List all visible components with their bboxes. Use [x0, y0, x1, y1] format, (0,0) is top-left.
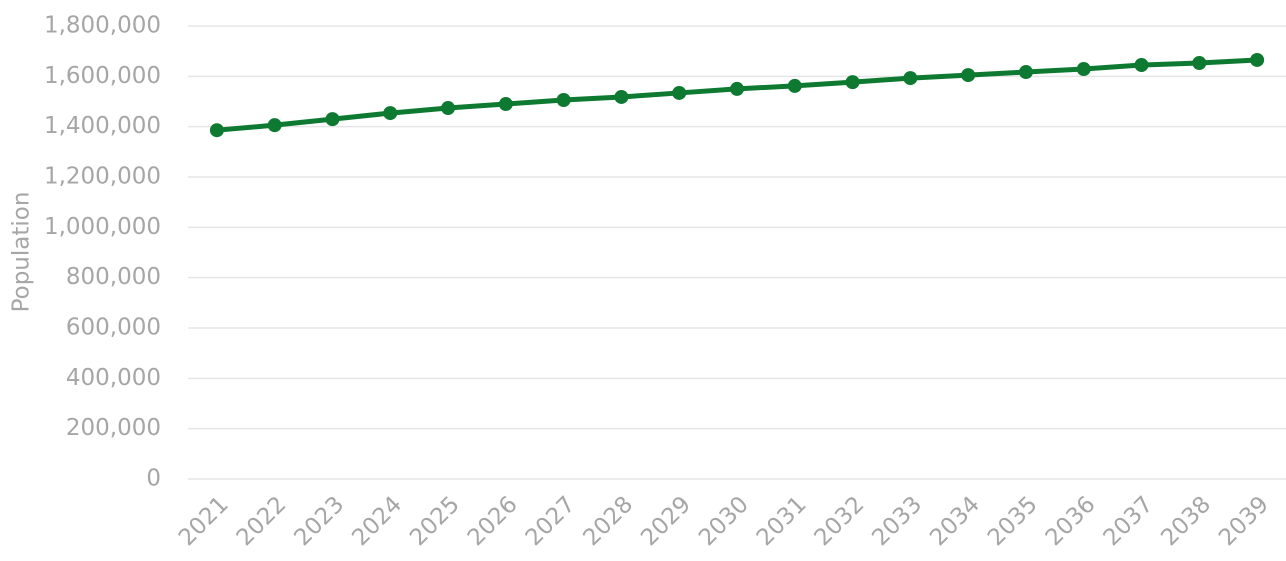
- y-tick-label: 1,400,000: [44, 113, 161, 139]
- x-tick-label: 2036: [1041, 491, 1101, 551]
- y-tick-label: 1,800,000: [44, 13, 161, 39]
- y-tick-label: 1,600,000: [44, 63, 161, 89]
- x-tick-label: 2023: [290, 491, 350, 551]
- y-axis-label: Population: [9, 192, 35, 313]
- point: [903, 71, 918, 86]
- point: [672, 85, 687, 100]
- point: [961, 68, 976, 83]
- x-tick-label: 2025: [405, 491, 465, 551]
- point: [498, 97, 513, 112]
- x-tick-label: 2024: [347, 491, 407, 551]
- x-tick-label: 2037: [1099, 491, 1159, 551]
- y-tick-label: 0: [146, 466, 161, 492]
- point: [1192, 55, 1207, 70]
- y-tick-label: 200,000: [66, 415, 161, 441]
- y-tick-label: 1,000,000: [44, 214, 161, 240]
- x-tick-label: 2038: [1156, 491, 1216, 551]
- x-tick-label: 2022: [232, 491, 292, 551]
- point: [845, 75, 860, 90]
- x-tick-label: 2039: [1214, 491, 1274, 551]
- point: [325, 112, 340, 127]
- y-tick-label: 400,000: [66, 365, 161, 391]
- x-tick-label: 2031: [752, 491, 812, 551]
- x-tick-label: 2027: [521, 491, 581, 551]
- y-tick-label: 1,200,000: [44, 164, 161, 190]
- point: [614, 89, 629, 104]
- x-tick-label: 2034: [925, 491, 985, 551]
- x-tick-label: 2033: [867, 491, 927, 551]
- x-tick-label: 2029: [636, 491, 696, 551]
- point: [383, 106, 398, 121]
- x-tick-label: 2021: [174, 491, 234, 551]
- point: [1134, 58, 1149, 73]
- point: [209, 123, 224, 138]
- point: [267, 118, 282, 133]
- point: [441, 101, 456, 116]
- point: [1018, 65, 1033, 80]
- point: [787, 78, 802, 93]
- x-tick-label: 2026: [463, 491, 523, 551]
- x-tick-label: 2028: [578, 491, 638, 551]
- y-tick-label: 800,000: [66, 264, 161, 290]
- x-tick-label: 2032: [810, 491, 870, 551]
- point: [1250, 52, 1265, 67]
- point: [1076, 62, 1091, 77]
- x-tick-label: 2030: [694, 491, 754, 551]
- y-tick-label: 600,000: [66, 315, 161, 341]
- point: [556, 92, 571, 107]
- point: [730, 81, 744, 96]
- x-tick-label: 2035: [983, 491, 1043, 551]
